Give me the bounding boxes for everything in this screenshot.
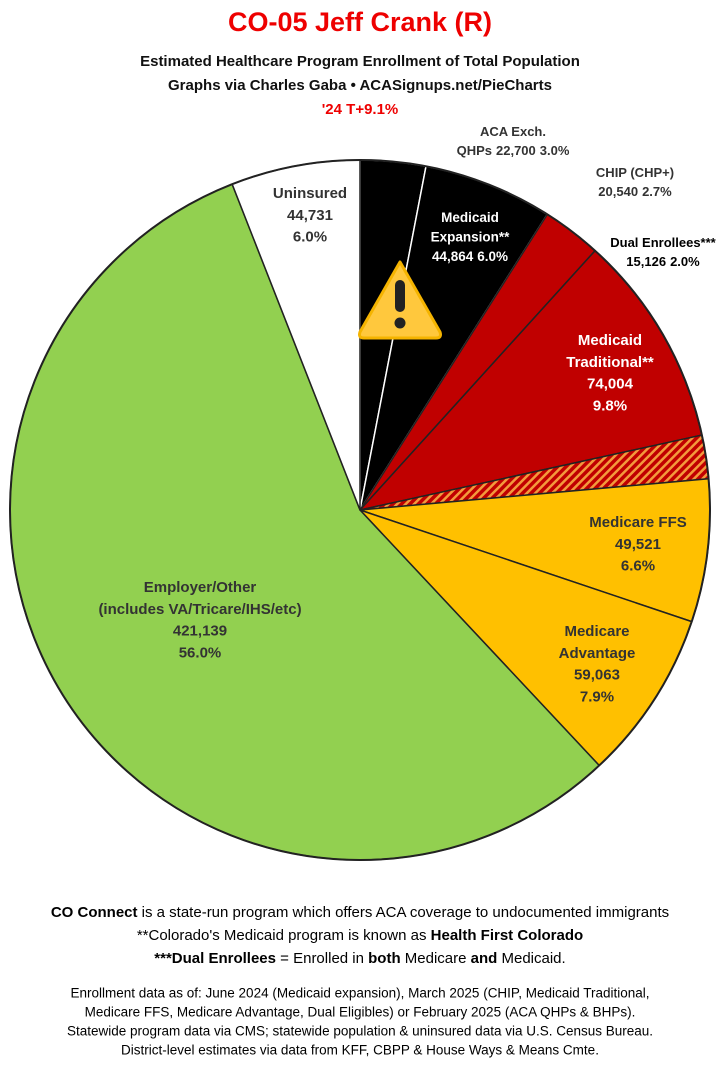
data-label: 59,063 (574, 666, 620, 683)
footnote-part: Medicare (401, 950, 471, 967)
data-label: ACA Exch. (480, 124, 546, 139)
warning-icon (358, 260, 442, 340)
source-line: Enrollment data as of: June 2024 (Medica… (70, 986, 649, 1001)
data-label: 6.6% (621, 557, 655, 574)
value-label: 15,126 (626, 254, 666, 269)
data-label: 20,540 2.7% (598, 184, 672, 199)
chart-title: CO-05 Jeff Crank (R) (228, 7, 492, 37)
data-label: 15,126 2.0% (626, 254, 700, 269)
category-label: Expansion** (431, 229, 511, 244)
footnote-part: **Colorado's Medicaid program is known a… (137, 927, 431, 944)
footnote-part: = Enrolled in (276, 950, 368, 967)
pie (9, 159, 711, 861)
category-label: Advantage (559, 645, 636, 662)
data-label: Traditional** (566, 354, 654, 371)
data-label: Medicare (564, 623, 629, 640)
data-label: 44,731 (287, 207, 333, 224)
category-label: CHIP (CHP+) (596, 165, 674, 180)
footnote-part: CO Connect (51, 904, 138, 921)
data-label: Uninsured (273, 185, 347, 202)
value-label: 49,521 (615, 536, 661, 553)
footnote-part: Medicaid. (497, 950, 565, 967)
data-label: Medicaid (441, 210, 499, 225)
footnote-part: and (471, 950, 498, 967)
value-label: 44,864 (432, 249, 474, 264)
value-label: 74,004 (587, 375, 634, 392)
source-line: Statewide program data via CMS; statewid… (67, 1024, 653, 1039)
data-label: Expansion** (431, 229, 511, 244)
data-label: Advantage (559, 645, 636, 662)
value-label: 22,700 (496, 143, 536, 158)
source-line: District-level estimates via data from K… (121, 1043, 599, 1058)
data-label: 44,864 6.0% (432, 249, 508, 264)
percent-label: 56.0% (179, 644, 222, 661)
data-label: 74,004 (587, 375, 634, 392)
data-label: 421,139 (173, 622, 227, 639)
footnote: **Colorado's Medicaid program is known a… (137, 927, 583, 944)
labels: ACA Exch. QHPs 22,700 3.0% Medicaid Expansion… (98, 124, 716, 705)
percent-label: 6.6% (621, 557, 655, 574)
footnote: ***Dual Enrollees = Enrolled in both Med… (154, 950, 565, 967)
data-label: Medicaid (578, 332, 642, 349)
data-label: 49,521 (615, 536, 661, 553)
category-label: (includes VA/Tricare/IHS/etc) (98, 601, 301, 618)
subtitle: Estimated Healthcare Program Enrollment … (140, 53, 580, 70)
category-label: Employer/Other (144, 579, 257, 596)
value-label: 421,139 (173, 622, 227, 639)
data-label: 9.8% (593, 397, 627, 414)
category-label: Traditional** (566, 354, 654, 371)
data-label: Medicare FFS (589, 514, 687, 531)
footnote-part: both (368, 950, 400, 967)
data-label: (includes VA/Tricare/IHS/etc) (98, 601, 301, 618)
value-label: 20,540 (598, 184, 638, 199)
data-label: CHIP (CHP+) (596, 165, 674, 180)
data-label: 56.0% (179, 644, 222, 661)
value-label: 59,063 (574, 666, 620, 683)
percent-label: 9.8% (593, 397, 627, 414)
category-label: Uninsured (273, 185, 347, 202)
data-label: Dual Enrollees*** (610, 235, 716, 250)
footnote-part: Health First Colorado (431, 927, 584, 944)
annotation: '24 T+9.1% (322, 101, 399, 118)
footnote: CO Connect is a state-run program which … (51, 904, 669, 921)
percent-label: 2.0% (670, 254, 700, 269)
data-label: 7.9% (580, 688, 614, 705)
subtitle: Graphs via Charles Gaba • ACASignups.net… (168, 77, 552, 94)
category-label: Medicaid (441, 210, 499, 225)
percent-label: 3.0% (540, 143, 570, 158)
data-label: Employer/Other (144, 579, 257, 596)
footnote-part: is a state-run program which offers ACA … (138, 904, 670, 921)
category-label: ACA Exch. (480, 124, 546, 139)
pie-outline (9, 159, 711, 861)
category-label: QHPs (457, 143, 492, 158)
value-label: 44,731 (287, 207, 333, 224)
percent-label: 6.0% (477, 249, 508, 264)
category-label: Medicare FFS (589, 514, 687, 531)
notes: CO Connect is a state-run program which … (51, 904, 669, 1058)
source-line: Medicare FFS, Medicare Advantage, Dual E… (85, 1005, 636, 1020)
category-label: Medicare (564, 623, 629, 640)
category-label: Medicaid (578, 332, 642, 349)
percent-label: 2.7% (642, 184, 672, 199)
footnote-part: ***Dual Enrollees (154, 950, 276, 967)
percent-label: 7.9% (580, 688, 614, 705)
category-label: Dual Enrollees*** (610, 235, 716, 250)
data-label: 6.0% (293, 228, 327, 245)
percent-label: 6.0% (293, 228, 327, 245)
data-label: QHPs 22,700 3.0% (457, 143, 570, 158)
